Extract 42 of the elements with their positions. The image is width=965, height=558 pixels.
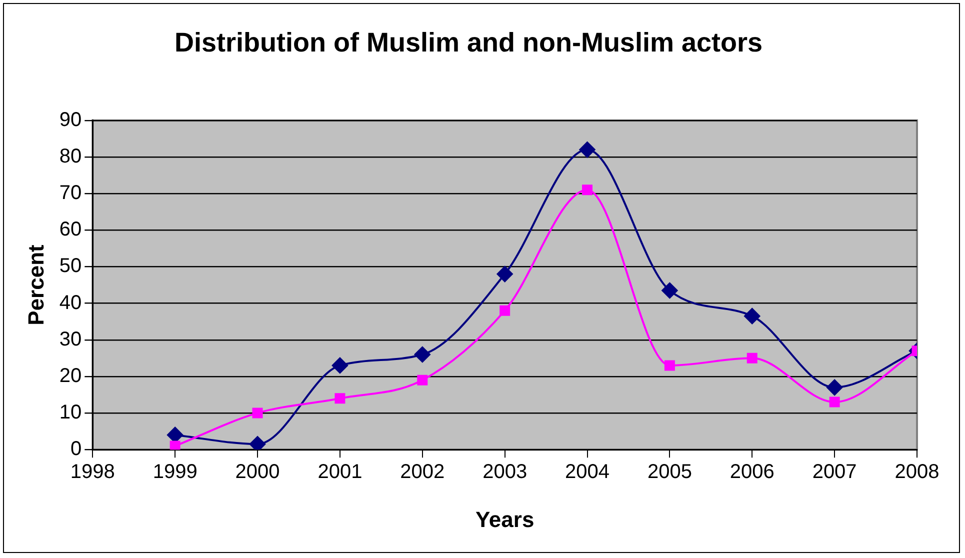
point	[579, 142, 596, 158]
x-tick-label: 2001	[318, 461, 362, 484]
y-tick-label: 80	[59, 145, 82, 168]
y-tick-label: 60	[59, 218, 82, 241]
point	[334, 393, 346, 404]
point	[414, 346, 430, 362]
point	[582, 184, 592, 196]
point	[417, 374, 428, 386]
chart-title: Distribution of Muslim and non-Muslim actors	[174, 28, 763, 58]
x-tick-label: 2007	[812, 461, 857, 484]
y-tick-label: 40	[59, 292, 82, 314]
x-tick-label: 1998	[70, 461, 115, 484]
y-tick-label: 50	[59, 255, 82, 278]
point	[332, 357, 348, 374]
y-tick-label: 90	[59, 108, 82, 131]
point	[167, 426, 184, 443]
x-tick-label: 2000	[235, 461, 280, 484]
y-tick-label: 20	[59, 364, 82, 387]
x-tick-label: 2006	[730, 461, 774, 484]
point	[826, 379, 843, 396]
y-tick-label: 70	[59, 182, 82, 204]
point	[746, 352, 758, 364]
point	[496, 266, 513, 282]
point	[662, 282, 678, 298]
x-tick-label: 1999	[152, 461, 198, 484]
x-tick-label: 2008	[894, 461, 940, 484]
point	[500, 305, 510, 316]
point	[170, 440, 180, 450]
x-tick-label: 2004	[565, 461, 610, 484]
point	[252, 408, 263, 418]
y-tick-label: 0	[70, 438, 82, 460]
y-tick-label: 30	[59, 328, 82, 350]
point	[829, 396, 840, 408]
x-tick-label: 2005	[647, 461, 692, 484]
point	[664, 360, 675, 371]
x-axis-title: Years	[475, 506, 534, 532]
x-tick-label: 2003	[482, 461, 528, 484]
point	[744, 308, 760, 324]
x-tick-label: 2002	[400, 461, 445, 484]
y-tick-label: 10	[59, 402, 82, 424]
y-axis-title: Percent	[23, 244, 48, 326]
point	[250, 436, 266, 450]
